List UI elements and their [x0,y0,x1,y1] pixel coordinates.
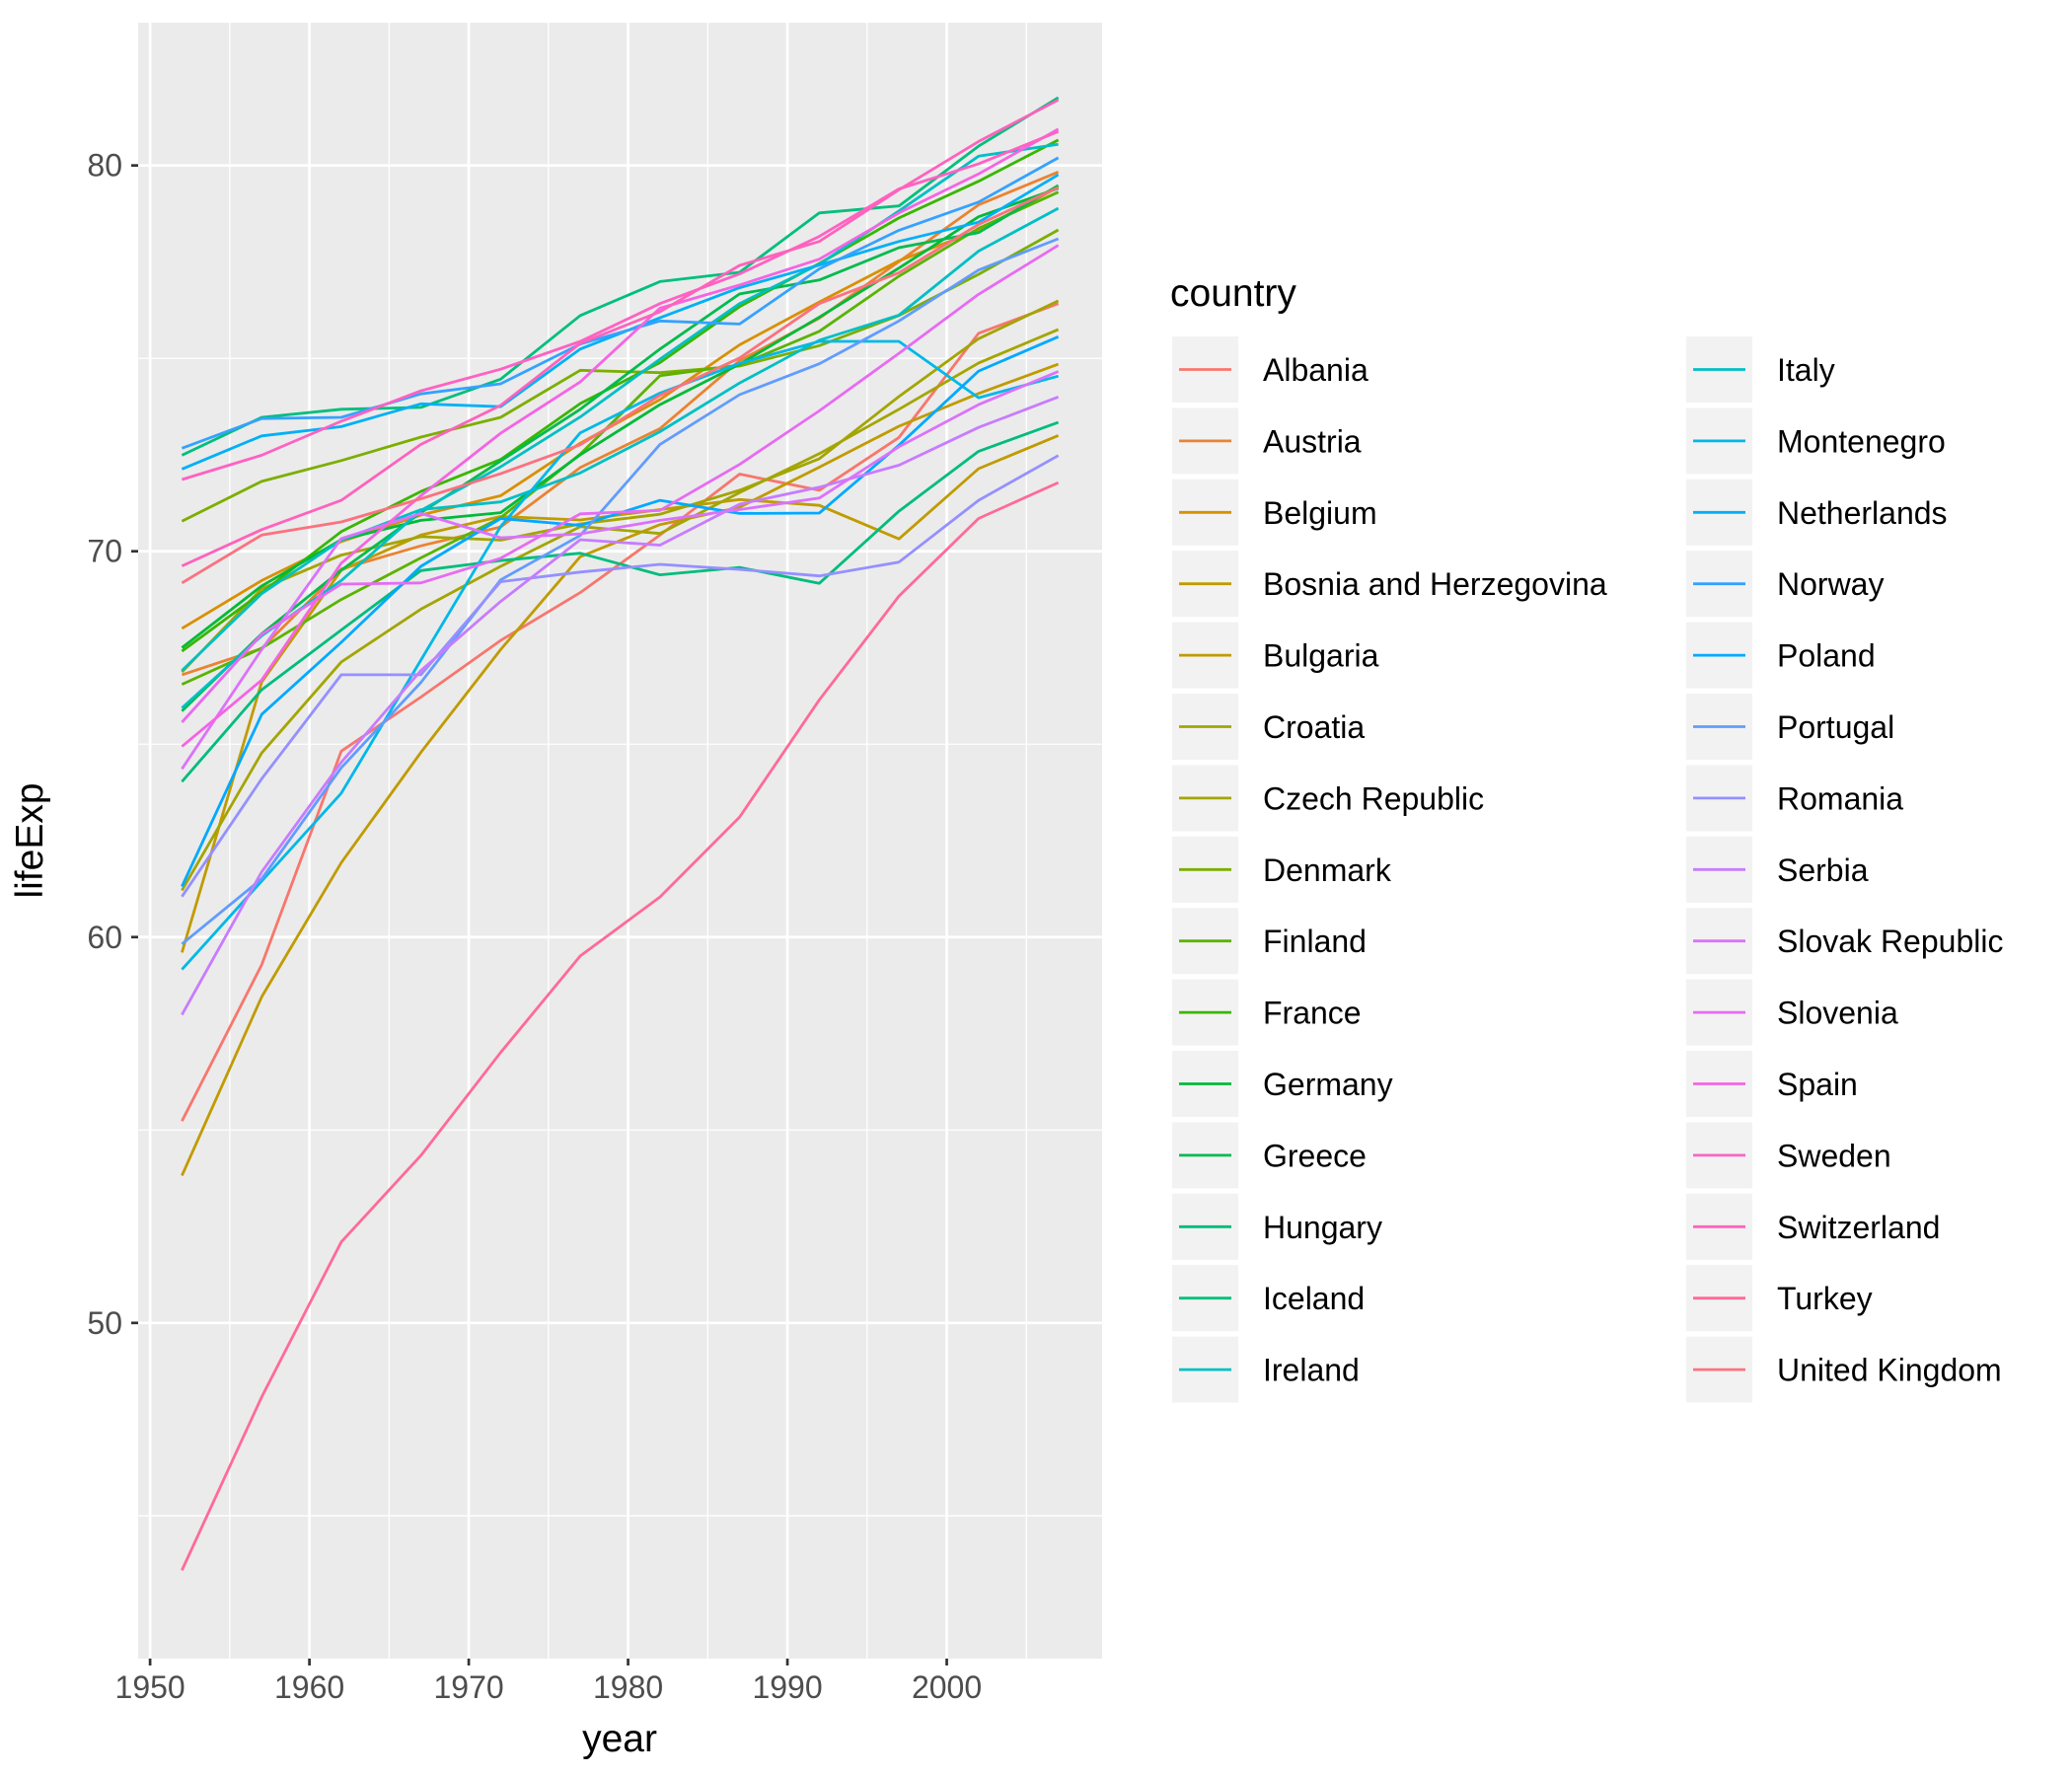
legend-label-serbia: Serbia [1777,852,1869,888]
y-tick-label: 60 [87,920,122,955]
legend-label-finland: Finland [1263,924,1367,959]
legend-label-spain: Spain [1777,1067,1858,1102]
legend-label-norway: Norway [1777,566,1884,602]
y-tick-label: 70 [87,534,122,569]
series-line-montenegro [181,339,1059,971]
series-line-norway [181,156,1060,450]
legend: country Albania Austria Belgium Bosnia and … [1170,272,2003,1403]
x-axis: 1950 1960 1970 1980 1990 2000 [115,1659,982,1705]
legend-label-bosnia-and-herzegovina: Bosnia and Herzegovina [1263,566,1607,602]
series-line-turkey [181,481,1060,1572]
legend-label-switzerland: Switzerland [1777,1210,1940,1245]
x-axis-title: year [582,1718,657,1760]
y-axis: 50 60 70 80 [87,148,138,1341]
legend-label-united-kingdom: United Kingdom [1777,1353,2002,1388]
legend-title: country [1170,272,1296,315]
series-line-bosnia-and-herzegovina [181,362,1060,1176]
legend-label-hungary: Hungary [1263,1210,1382,1245]
legend-label-greece: Greece [1263,1138,1367,1173]
legend-label-ireland: Ireland [1263,1353,1360,1388]
series-line-serbia [181,395,1060,1016]
series-line-croatia [181,328,1060,892]
legend-label-sweden: Sweden [1777,1138,1891,1173]
x-tick-label: 2000 [912,1669,982,1705]
series-line-czech-republic [181,299,1060,674]
legend-label-slovak-republic: Slovak Republic [1777,924,2003,959]
legend-label-germany: Germany [1263,1067,1393,1102]
legend-label-netherlands: Netherlands [1777,495,1948,531]
legend-label-france: France [1263,996,1362,1031]
legend-label-czech-republic: Czech Republic [1263,780,1484,816]
legend-label-montenegro: Montenegro [1777,423,1946,459]
x-tick-label: 1970 [433,1669,503,1705]
series-line-romania [181,454,1060,898]
y-axis-title: lifeExp [9,782,51,898]
series-line-spain [181,127,1060,748]
series-line-ireland [181,206,1060,672]
legend-label-austria: Austria [1263,423,1362,459]
y-tick-label: 50 [87,1305,122,1341]
x-tick-label: 1960 [274,1669,344,1705]
x-tick-label: 1990 [752,1669,822,1705]
series-line-united-kingdom [181,185,1060,585]
legend-label-romania: Romania [1777,780,1903,816]
series-line-switzerland [181,98,1060,567]
series-line-slovak-republic [181,370,1060,771]
series-line-portugal [181,237,1060,945]
x-tick-label: 1950 [115,1669,185,1705]
x-tick-label: 1980 [593,1669,663,1705]
legend-label-bulgaria: Bulgaria [1263,638,1379,674]
legend-label-croatia: Croatia [1263,709,1365,745]
series-lines [181,96,1060,1572]
legend-label-turkey: Turkey [1777,1281,1873,1316]
series-line-hungary [181,420,1060,783]
series-line-denmark [181,228,1060,523]
y-tick-label: 80 [87,148,122,184]
series-line-slovenia [181,244,1060,723]
series-line-italy [181,142,1059,709]
minor-gridlines [138,23,1102,1659]
legend-label-denmark: Denmark [1263,852,1392,888]
series-line-finland [181,190,1060,686]
legend-label-albania: Albania [1263,352,1369,388]
legend-label-belgium: Belgium [1263,495,1377,531]
legend-label-poland: Poland [1777,638,1876,674]
legend-label-italy: Italy [1777,352,1835,388]
legend-label-portugal: Portugal [1777,709,1894,745]
legend-label-iceland: Iceland [1263,1281,1365,1316]
legend-label-slovenia: Slovenia [1777,996,1898,1031]
series-line-france [181,138,1060,653]
series-line-iceland [181,96,1060,457]
series-line-sweden [181,130,1060,481]
